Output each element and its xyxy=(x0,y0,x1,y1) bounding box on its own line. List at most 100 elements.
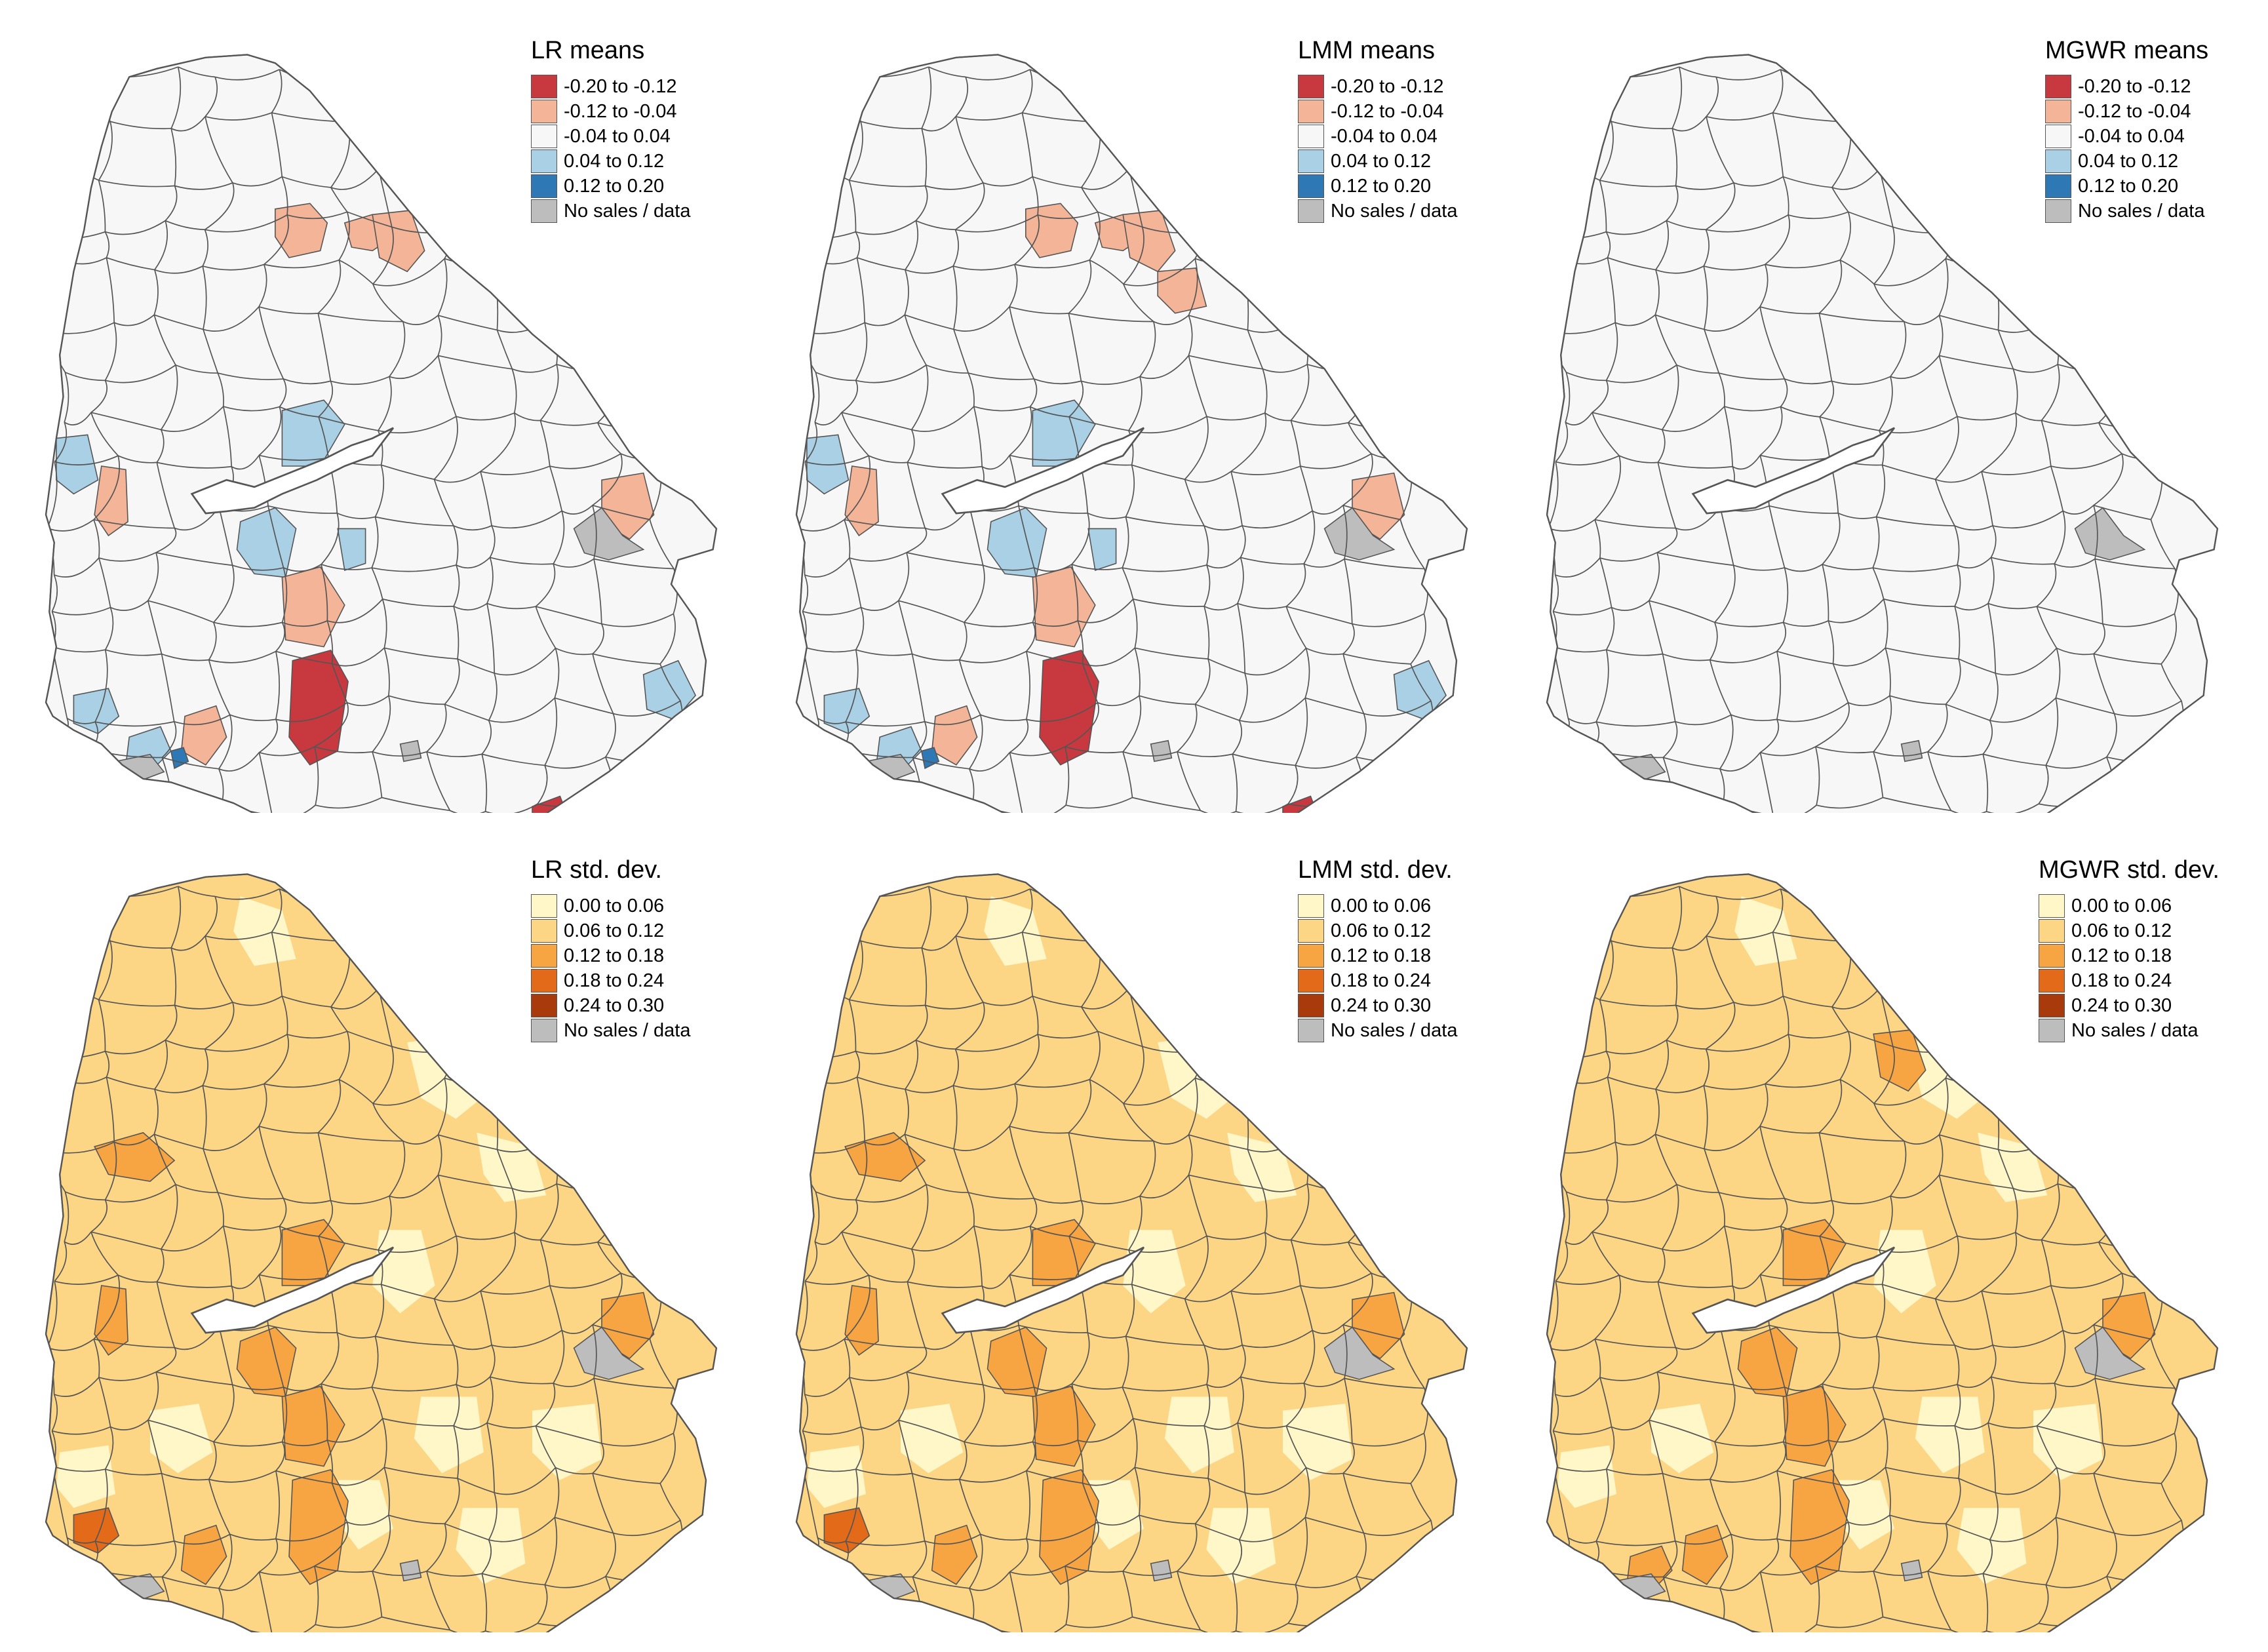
region-no-data xyxy=(1150,739,1173,762)
legend-label: No sales / data xyxy=(1331,200,1458,222)
legend-swatch xyxy=(531,1019,557,1042)
legend-item: 0.24 to 0.30 xyxy=(531,993,767,1018)
region-south-west-a xyxy=(931,705,978,766)
region-north-east xyxy=(1122,210,1176,273)
legend-swatch xyxy=(531,149,557,173)
map-panel-lmm-sd: LMM std. dev. 0.00 to 0.06 0.06 to 0.12 0.… xyxy=(777,846,1504,1652)
legend-swatch xyxy=(531,894,557,918)
legend-swatch xyxy=(1298,199,1324,223)
region-east-dark xyxy=(629,1219,672,1276)
legend-label: No sales / data xyxy=(2078,200,2205,222)
legend-label: 0.24 to 0.30 xyxy=(1331,994,1432,1016)
uruguay-map xyxy=(45,54,718,813)
legend-item: -0.04 to 0.04 xyxy=(531,124,767,149)
region-north-east xyxy=(1873,1029,1926,1092)
legend-label: 0.00 to 0.06 xyxy=(2071,895,2172,916)
uruguay-map xyxy=(795,54,1468,813)
region-no-data xyxy=(1900,1559,1923,1582)
map-panel-lr-means: LR means -0.20 to -0.12 -0.12 to -0.04 -0.… xyxy=(26,26,754,833)
legend-rows: 0.00 to 0.06 0.06 to 0.12 0.12 to 0.18 0.18… xyxy=(1298,894,1534,1043)
legend-label: 0.04 to 0.12 xyxy=(1331,150,1432,172)
legend-item: 0.18 to 0.24 xyxy=(1298,968,1534,993)
country-border xyxy=(795,873,1468,1632)
regions xyxy=(796,66,1447,813)
legend-swatch xyxy=(1298,1019,1324,1042)
legend: LMM std. dev. 0.00 to 0.06 0.06 to 0.12 0.… xyxy=(1298,856,1534,1043)
legend-swatch xyxy=(531,969,557,993)
legend-title: MGWR means xyxy=(2045,37,2209,64)
region-low xyxy=(1164,1396,1234,1474)
legend-item: 0.04 to 0.12 xyxy=(531,149,767,174)
legend-swatch xyxy=(2045,149,2071,173)
legend-item: -0.20 to -0.12 xyxy=(1298,74,1534,99)
legend-rows: -0.20 to -0.12 -0.12 to -0.04 -0.04 to 0.0… xyxy=(531,74,767,224)
region-east-dark xyxy=(1379,1219,1422,1276)
reservoir xyxy=(190,1246,395,1334)
legend-label: -0.04 to 0.04 xyxy=(1331,125,1437,147)
region-west-mid xyxy=(844,1285,879,1356)
legend-label: 0.24 to 0.30 xyxy=(2071,994,2172,1016)
legend-label: 0.12 to 0.20 xyxy=(1331,175,1432,197)
region-no-data xyxy=(1900,739,1923,762)
legend-label: 0.12 to 0.18 xyxy=(564,945,665,966)
legend-title: MGWR std. dev. xyxy=(2039,856,2219,884)
legend-swatch xyxy=(1298,149,1324,173)
region-south-coast xyxy=(73,688,120,735)
legend-label: 0.00 to 0.06 xyxy=(564,895,665,916)
legend-item: -0.20 to -0.12 xyxy=(2045,74,2268,99)
legend-item: 0.24 to 0.30 xyxy=(1298,993,1534,1018)
legend-swatch xyxy=(1298,100,1324,123)
legend-label: 0.04 to 0.12 xyxy=(564,150,665,172)
region-west-mid xyxy=(94,1285,128,1356)
region-low xyxy=(149,1404,213,1474)
region-low xyxy=(2033,1404,2103,1480)
legend-label: 0.06 to 0.12 xyxy=(2071,920,2172,941)
region-low xyxy=(1839,1480,1894,1550)
legend-label: 0.18 to 0.24 xyxy=(2071,970,2172,991)
legend-item: No sales / data xyxy=(531,1018,767,1043)
region-center-north xyxy=(1782,1219,1847,1286)
region-low xyxy=(1557,1445,1616,1508)
region-center-south-c xyxy=(1087,528,1117,572)
legend-item: 0.04 to 0.12 xyxy=(2045,149,2268,174)
region-south-coast xyxy=(823,688,870,735)
legend-swatch xyxy=(1298,125,1324,148)
legend-swatch xyxy=(531,994,557,1017)
legend-label: No sales / data xyxy=(1331,1019,1458,1041)
region-low xyxy=(1651,1404,1714,1474)
legend-item: -0.04 to 0.04 xyxy=(2045,124,2268,149)
legend-item: 0.12 to 0.18 xyxy=(531,943,767,968)
legend-label: 0.06 to 0.12 xyxy=(1331,920,1432,941)
legend-swatch xyxy=(1298,969,1324,993)
legend: MGWR means -0.20 to -0.12 -0.12 to -0.04-… xyxy=(2045,36,2268,224)
legend-swatch xyxy=(2045,75,2071,98)
region-south-west-a xyxy=(1681,1524,1729,1585)
reservoir xyxy=(1691,427,1896,515)
legend-swatch xyxy=(531,174,557,198)
legend-item: No sales / data xyxy=(2045,199,2268,224)
region-west-mid xyxy=(94,465,128,537)
legend-item: 0.24 to 0.30 xyxy=(2039,993,2268,1018)
legend-swatch xyxy=(2039,944,2065,968)
legend-label: No sales / data xyxy=(564,1019,691,1041)
legend-swatch xyxy=(531,100,557,123)
legend-swatch xyxy=(1298,75,1324,98)
region-south-coast xyxy=(823,1507,870,1554)
legend-swatch xyxy=(531,199,557,223)
region-low xyxy=(1283,1404,1352,1480)
region-no-data xyxy=(399,1559,422,1582)
map-group xyxy=(1546,873,2219,1632)
uruguay-map xyxy=(45,873,718,1632)
legend-item: 0.06 to 0.12 xyxy=(1298,918,1534,943)
legend-label: No sales / data xyxy=(2071,1019,2199,1041)
legend-swatch xyxy=(2045,199,2071,223)
legend-swatch xyxy=(2045,100,2071,123)
legend-label: 0.04 to 0.12 xyxy=(2078,150,2179,172)
legend-item: 0.18 to 0.24 xyxy=(531,968,767,993)
legend-item: 0.12 to 0.20 xyxy=(1298,174,1534,199)
legend-swatch xyxy=(2039,919,2065,943)
legend-swatch xyxy=(2045,125,2071,148)
legend-item: No sales / data xyxy=(1298,1018,1534,1043)
legend-swatch xyxy=(531,919,557,943)
legend-item: -0.12 to -0.04 xyxy=(1298,99,1534,124)
